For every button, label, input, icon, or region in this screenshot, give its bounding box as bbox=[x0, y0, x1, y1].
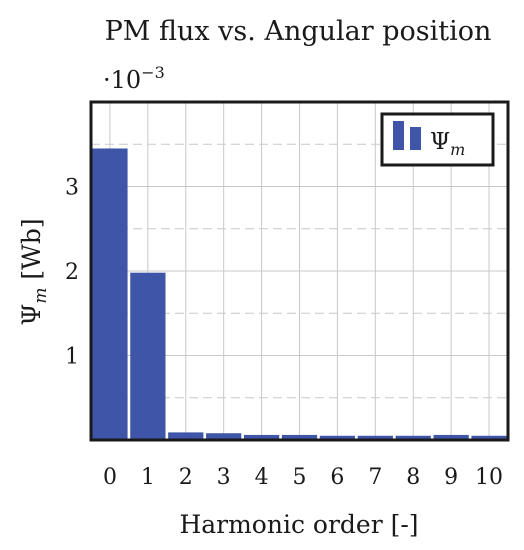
legend-swatch-bar-2 bbox=[410, 127, 421, 150]
x-tick-label: 0 bbox=[103, 465, 117, 490]
plot-frame bbox=[89, 100, 510, 442]
bar-10 bbox=[471, 435, 507, 440]
legend-label: Ψm bbox=[430, 129, 465, 159]
bar-1 bbox=[130, 272, 166, 440]
svg-text:·10−3: ·10−3 bbox=[103, 63, 165, 94]
y-scale-prefix: ·10 bbox=[103, 66, 141, 94]
bar-7 bbox=[357, 435, 393, 440]
y-tick-labels: 1 2 3 bbox=[65, 176, 79, 370]
y-axis-unit: [Wb] bbox=[17, 218, 46, 279]
x-tick-label: 1 bbox=[141, 465, 155, 490]
x-tick-label: 7 bbox=[368, 465, 382, 490]
legend-symbol: Ψ bbox=[430, 129, 450, 155]
y-scale-label: ·10−3 bbox=[103, 63, 165, 94]
legend: Ψm bbox=[380, 112, 495, 167]
x-tick-label: 3 bbox=[217, 465, 231, 490]
y-tick-label: 2 bbox=[65, 260, 79, 285]
y-axis-label: Ψm [Wb] bbox=[17, 218, 51, 325]
chart-title: PM flux vs. Angular position bbox=[105, 16, 492, 47]
x-tick-label: 8 bbox=[406, 465, 420, 490]
x-tick-label: 6 bbox=[330, 465, 344, 490]
bar-6 bbox=[319, 435, 356, 440]
bar-5 bbox=[281, 434, 318, 440]
x-tick-label: 4 bbox=[255, 465, 269, 490]
y-tick-label: 3 bbox=[65, 176, 79, 201]
y-tick-label: 1 bbox=[65, 345, 79, 370]
x-tick-label: 2 bbox=[179, 465, 193, 490]
x-axis-label: Harmonic order [-] bbox=[179, 510, 418, 539]
bars bbox=[92, 148, 507, 440]
x-tick-label: 10 bbox=[475, 465, 503, 490]
bar-8 bbox=[395, 435, 431, 440]
bar-3 bbox=[206, 433, 242, 440]
x-tick-label: 9 bbox=[444, 465, 458, 490]
bar-9 bbox=[433, 434, 469, 440]
y-axis-symbol: Ψ bbox=[17, 304, 46, 326]
y-axis-subscript: m bbox=[31, 288, 51, 304]
legend-swatch-bar-1 bbox=[393, 121, 404, 150]
y-scale-exponent: −3 bbox=[141, 63, 165, 82]
bar-2 bbox=[168, 432, 204, 440]
svg-text:Ψm [Wb]: Ψm [Wb] bbox=[17, 218, 51, 325]
x-tick-label: 5 bbox=[293, 465, 307, 490]
x-tick-labels: 0 1 2 3 4 5 6 7 8 9 10 bbox=[103, 465, 503, 490]
bar-0 bbox=[92, 148, 128, 440]
legend-subscript: m bbox=[450, 140, 465, 159]
bar-4 bbox=[243, 434, 280, 440]
